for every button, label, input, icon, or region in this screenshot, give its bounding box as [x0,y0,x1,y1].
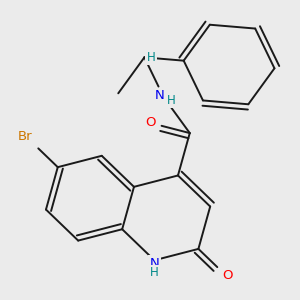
Text: H: H [150,266,159,279]
Text: Br: Br [18,130,33,142]
Text: N: N [149,257,159,270]
Text: O: O [145,116,155,129]
Text: N: N [154,89,164,102]
Text: H: H [167,94,176,106]
Text: O: O [222,269,232,282]
Text: H: H [146,51,155,64]
